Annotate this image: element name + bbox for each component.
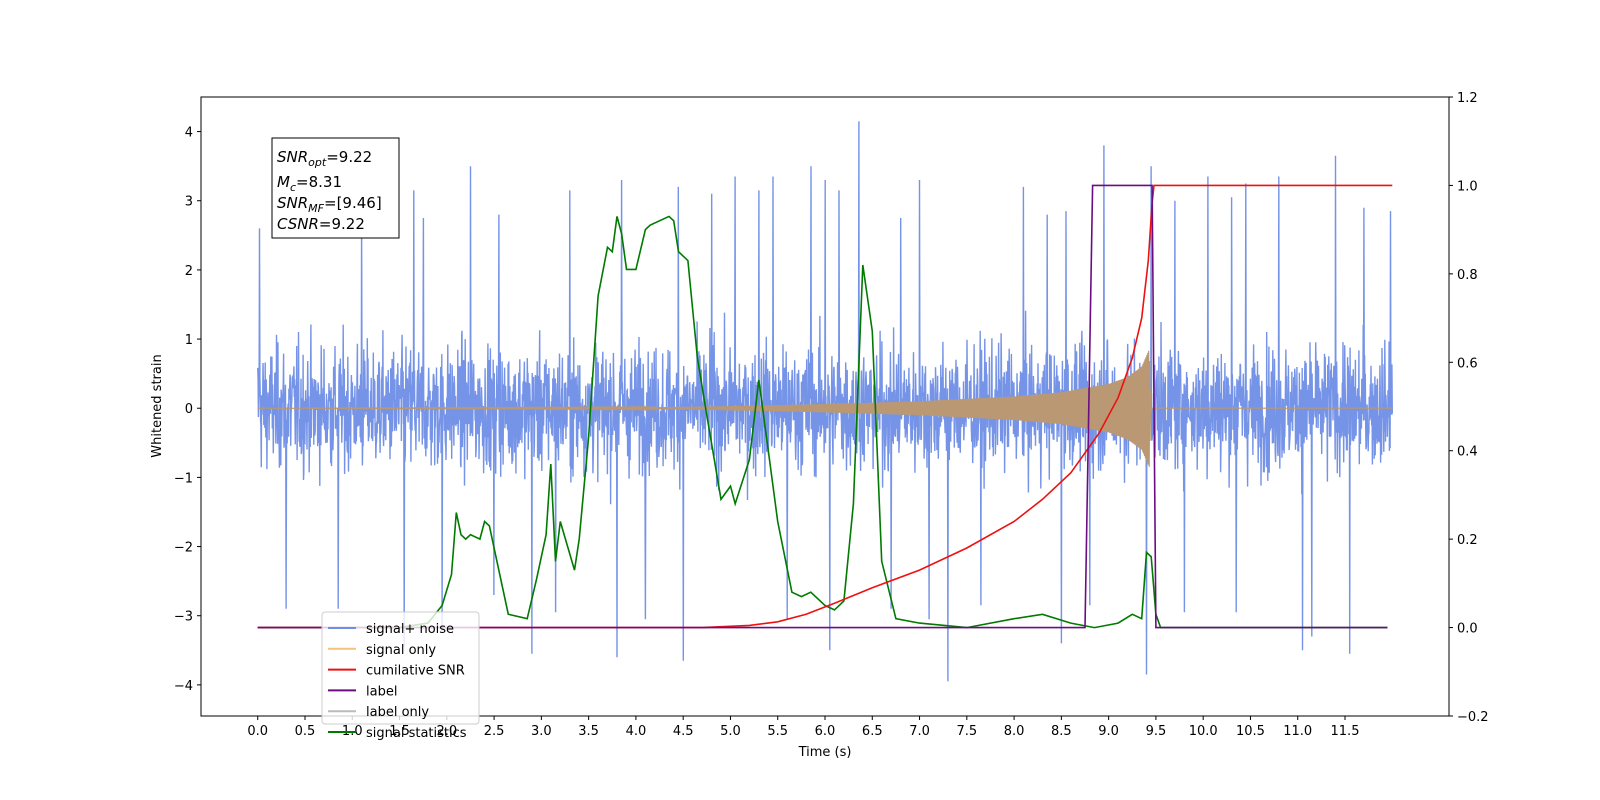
- series-cumilative-snr: [257, 184, 1393, 629]
- snr-opt-subscript: opt: [308, 156, 327, 169]
- legend-label-signal-statistics: signal statistics: [366, 726, 467, 741]
- x-tick-label: 4.0: [626, 724, 647, 739]
- x-tick-label: 0.0: [247, 724, 268, 739]
- y-tick-label: −4: [174, 679, 193, 694]
- snr-mf-symbol: SNR: [277, 194, 308, 212]
- snr-mf-text: SNRMF=[9.46]: [277, 194, 382, 215]
- stats-box-frame: [271, 137, 400, 239]
- y-tick-label: −3: [174, 610, 193, 625]
- stats-annotation-box: SNRopt=9.22 Mc=8.31 SNRMF=[9.46] CSNR=9.…: [271, 137, 400, 239]
- x-tick-label: 11.0: [1283, 724, 1312, 739]
- legend-frame: [321, 611, 480, 725]
- chirp-mass-symbol: M: [277, 173, 290, 191]
- csnr-symbol: CSNR: [277, 215, 319, 233]
- y-tick-label: 2: [185, 264, 193, 279]
- x-tick-label: 11.5: [1331, 724, 1360, 739]
- series-signal-only: [257, 350, 1393, 467]
- x-tick-label: 0.5: [295, 724, 316, 739]
- y-tick-label: 3: [185, 195, 193, 210]
- legend: signal+ noise signal only cumilative SNR la…: [321, 611, 480, 741]
- y2-tick-label: 0.6: [1457, 356, 1478, 371]
- chirp-mass-subscript: c: [290, 181, 296, 194]
- y-tick-label: 1: [185, 333, 193, 348]
- snr-opt-symbol: SNR: [277, 148, 308, 166]
- y2-tick-label: 0.4: [1457, 445, 1478, 460]
- y-tick-label: −2: [174, 541, 193, 556]
- y2-tick-label: 1.2: [1457, 91, 1478, 106]
- y2-tick-label: 0.2: [1457, 533, 1478, 548]
- y2-axis-ticks: 1.2 1.0 0.8 0.6 0.4 0.2 0.0 −0.2: [1449, 91, 1489, 725]
- y-axis-ticks: 4 3 2 1 0 −1 −2 −3 −4: [174, 126, 201, 694]
- snr-mf-value: =[9.46]: [324, 194, 382, 212]
- snr-opt-text: SNRopt=9.22: [277, 148, 372, 169]
- x-tick-label: 10.0: [1189, 724, 1218, 739]
- chirp-mass-value: =8.31: [296, 173, 342, 191]
- csnr-text: CSNR=9.22: [277, 215, 365, 233]
- legend-label-label: label: [366, 684, 397, 699]
- y2-tick-label: 1.0: [1457, 179, 1478, 194]
- x-tick-label: 8.0: [1004, 724, 1025, 739]
- chirp-mass-text: Mc=8.31: [277, 173, 342, 194]
- x-tick-label: 7.0: [909, 724, 930, 739]
- x-tick-label: 6.5: [862, 724, 883, 739]
- x-tick-label: 5.0: [720, 724, 741, 739]
- x-tick-label: 7.5: [956, 724, 977, 739]
- x-tick-label: 2.0: [436, 724, 457, 739]
- y-axis-label: Whitened strain: [150, 354, 165, 457]
- x-tick-label: 3.5: [578, 724, 599, 739]
- signal-only-line: [257, 350, 1393, 467]
- y-tick-label: −1: [174, 471, 193, 486]
- x-tick-label: 8.5: [1051, 724, 1072, 739]
- x-tick-label: 4.5: [673, 724, 694, 739]
- y-tick-label: 0: [185, 402, 193, 417]
- series-signal-statistics: [257, 215, 1388, 629]
- x-axis-label: Time (s): [798, 745, 852, 760]
- y2-tick-label: 0.0: [1457, 622, 1478, 637]
- right-axis-series: [257, 184, 1393, 629]
- signal-plus-noise-line: [257, 121, 1393, 682]
- x-axis-ticks: 0.0 0.5 1.0 1.5 2.0 2.5 3.0 3.5 4.0 4.5 5.0 5.5 6.0 6…: [247, 716, 1359, 739]
- y2-tick-label: 0.8: [1457, 268, 1478, 283]
- x-tick-label: 6.0: [815, 724, 836, 739]
- x-tick-label: 5.5: [767, 724, 788, 739]
- x-tick-label: 1.5: [389, 724, 410, 739]
- series-signal-plus-noise: [257, 121, 1393, 682]
- legend-label-label-only: label only: [366, 705, 429, 720]
- y-tick-label: 4: [185, 126, 193, 141]
- x-tick-label: 9.5: [1146, 724, 1167, 739]
- x-tick-label: 10.5: [1236, 724, 1265, 739]
- x-tick-label: 9.0: [1098, 724, 1119, 739]
- legend-label-signal-only: signal only: [366, 643, 436, 658]
- snr-mf-subscript: MF: [308, 202, 324, 215]
- legend-label-signal-plus-noise: signal+ noise: [366, 622, 454, 637]
- legend-label-cumilative-snr: cumilative SNR: [366, 664, 465, 679]
- y2-tick-label: −0.2: [1457, 710, 1489, 725]
- snr-opt-value: =9.22: [326, 148, 372, 166]
- csnr-value: =9.22: [319, 215, 365, 233]
- x-tick-label: 3.0: [531, 724, 552, 739]
- x-tick-label: 2.5: [484, 724, 505, 739]
- series-label: [257, 184, 1388, 629]
